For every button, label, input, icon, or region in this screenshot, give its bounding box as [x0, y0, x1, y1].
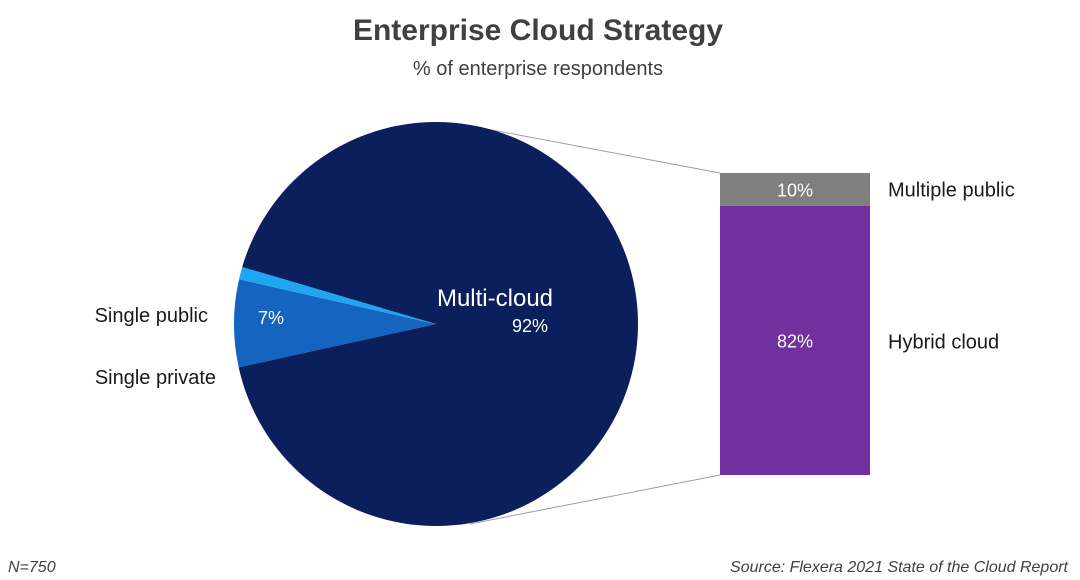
slice-label-single-private: Single private: [95, 367, 216, 389]
bar-segment-multiple-public: [720, 173, 870, 206]
pie: 7% Single public Single private Multi-cloud…: [95, 121, 638, 527]
breakdown-bar: 10% Multiple public 82% Hybrid cloud: [720, 173, 1015, 475]
bar-value-hybrid-cloud: 82%: [777, 331, 813, 351]
chart-title: Enterprise Cloud Strategy: [353, 14, 723, 47]
slice-value-single-public: 7%: [258, 308, 284, 328]
bar-label-hybrid-cloud: Hybrid cloud: [888, 331, 999, 353]
chart-subtitle: % of enterprise respondents: [413, 58, 663, 80]
pie-slice-multi-cloud: [238, 121, 638, 527]
pie-slice-single-public: [234, 279, 436, 368]
bar-label-multiple-public: Multiple public: [888, 179, 1015, 201]
footnote-sample-size: N=750: [8, 559, 56, 576]
connector-bottom: [469, 474, 721, 525]
bar-segment-hybrid-cloud: [720, 205, 870, 475]
pie-slice-single-private: [239, 266, 436, 324]
slice-label-multi-cloud: Multi-cloud: [437, 285, 553, 312]
breakdown-connectors: [459, 123, 721, 525]
slice-value-multi-cloud: 92%: [512, 316, 548, 336]
bar-value-multiple-public: 10%: [777, 180, 813, 200]
footnote-source: Source: Flexera 2021 State of the Cloud …: [730, 559, 1069, 576]
connector-top: [459, 123, 721, 174]
slice-label-single-public: Single public: [95, 305, 208, 327]
